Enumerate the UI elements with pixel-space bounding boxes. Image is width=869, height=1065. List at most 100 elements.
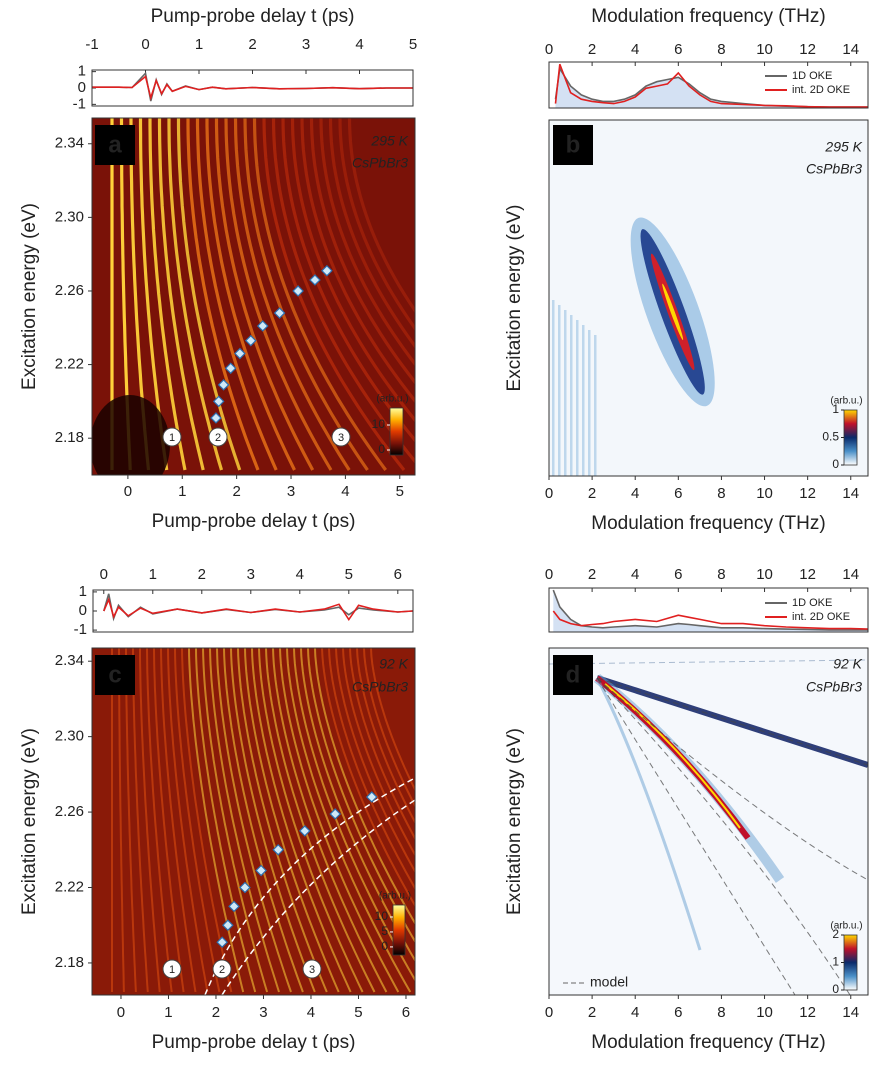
heatmap-stripe — [157, 118, 205, 471]
heatmap-streak — [604, 683, 741, 829]
colorbar-tick-label: 0 — [378, 442, 385, 456]
x-tick-label: 6 — [394, 566, 402, 583]
heatmap-stripe — [224, 118, 333, 471]
panel-label: d — [566, 661, 581, 688]
heatmap-stripe — [230, 648, 316, 993]
heatmap-stripe — [328, 118, 415, 349]
y-axis-label: Excitation energy (eV) — [19, 728, 40, 915]
colorbar-tick-label: 10 — [372, 417, 386, 431]
x-tick-label: 4 — [341, 483, 349, 500]
x-tick-label: 4 — [296, 566, 304, 583]
x-tick-label: 8 — [717, 41, 725, 58]
panel-label: a — [108, 131, 122, 158]
colorbar — [843, 934, 858, 991]
x-tick-label: 6 — [402, 1004, 410, 1021]
y-tick-label: 2.26 — [55, 803, 84, 820]
region-marker — [331, 427, 351, 447]
heatmap-stripe — [174, 648, 221, 993]
heatmap-streak — [595, 677, 702, 951]
region-marker — [162, 959, 182, 979]
heatmap-streak — [588, 330, 591, 476]
heatmap-bg — [549, 648, 868, 995]
x-tick-label: 4 — [631, 41, 639, 58]
x-tick-label: 6 — [674, 1004, 682, 1021]
heatmap-stripe — [205, 118, 296, 471]
x-tick-label: 5 — [345, 566, 353, 583]
heatmap-stripe — [321, 648, 415, 908]
heatmap-streak — [552, 300, 555, 476]
heatmap-stripe — [181, 648, 233, 993]
y-axis-label: Excitation energy (eV) — [504, 205, 525, 392]
x-tick-label: 2 — [588, 41, 596, 58]
annotation: CsPbBr3 — [352, 679, 408, 695]
x-tick-label: 6 — [674, 566, 682, 583]
colorbar-tick-label: 5 — [381, 924, 388, 938]
heatmap-stripe — [309, 118, 415, 385]
x-tick-label: 3 — [259, 1004, 267, 1021]
heatmap-stripe — [214, 118, 315, 471]
heatmap-stripe — [216, 648, 292, 993]
heatmap — [549, 120, 868, 476]
x-tick-label: 2 — [212, 1004, 220, 1021]
region-label: 3 — [309, 964, 315, 976]
x-tick-label: 12 — [799, 1004, 816, 1021]
trace-frame — [92, 589, 414, 633]
model-curve — [596, 677, 851, 995]
annotation: 295 K — [370, 133, 408, 149]
x-axis-label: Pump-probe delay t (ps) — [152, 1032, 356, 1053]
colorbar — [389, 407, 404, 456]
heatmap-stripe — [118, 648, 125, 993]
legend-label: int. 2D OKE — [792, 84, 850, 96]
heatmap-stripe — [290, 118, 415, 423]
heatmap — [92, 648, 415, 995]
heatmap-streak — [570, 315, 573, 476]
heatmap-streak — [582, 325, 585, 476]
marker — [321, 264, 333, 277]
y-tick-label: 1 — [78, 63, 86, 80]
x-tick-label: 1 — [164, 1004, 172, 1021]
marker — [329, 808, 341, 820]
y-tick-label: 0 — [78, 79, 86, 96]
model-line — [549, 659, 868, 665]
marker — [365, 791, 378, 803]
x-tick-label: 4 — [631, 1004, 639, 1021]
marker — [256, 320, 269, 332]
x-tick-label: 12 — [799, 41, 816, 58]
heatmap-stripe — [314, 648, 415, 926]
heatmap-stripe — [153, 648, 185, 993]
colorbar-label: (arb.u.) — [376, 394, 408, 405]
region-label: 3 — [338, 432, 344, 444]
colorbar-tick-label: 0 — [832, 457, 839, 471]
heatmap-shade — [92, 395, 170, 475]
heatmap-stripe — [370, 648, 415, 792]
trace — [103, 593, 413, 622]
x-tick-label: 1 — [178, 483, 186, 500]
x-tick-label: 14 — [842, 485, 859, 502]
heatmap-stripe — [286, 648, 412, 993]
x-tick-label: 8 — [717, 485, 725, 502]
y-tick-label: 2.34 — [55, 652, 84, 669]
x-tick-label: 0 — [100, 566, 108, 583]
heatmap-stripe — [139, 648, 161, 993]
heatmap — [92, 118, 415, 475]
x-tick-label: 14 — [842, 1004, 859, 1021]
y-axis-label: Excitation energy (eV) — [504, 728, 525, 915]
panel-label-box — [553, 125, 593, 165]
y-tick-label: -1 — [73, 95, 86, 112]
legend-label: 1D OKE — [792, 597, 832, 609]
heatmap — [549, 648, 868, 995]
y-tick-label: -1 — [74, 621, 87, 638]
plot-frame — [548, 647, 869, 996]
heatmap-streak — [576, 320, 579, 476]
x-tick-label: 6 — [674, 485, 682, 502]
marker — [222, 919, 234, 932]
colorbar-tick-label: 0 — [832, 982, 839, 996]
x-tick-label: 5 — [354, 1004, 362, 1021]
heatmap-stripe — [265, 648, 376, 993]
line — [554, 63, 868, 108]
y-tick-label: 2.22 — [55, 356, 84, 373]
line — [103, 597, 413, 622]
marker — [273, 307, 286, 319]
trace — [552, 589, 868, 632]
marker — [216, 936, 228, 948]
